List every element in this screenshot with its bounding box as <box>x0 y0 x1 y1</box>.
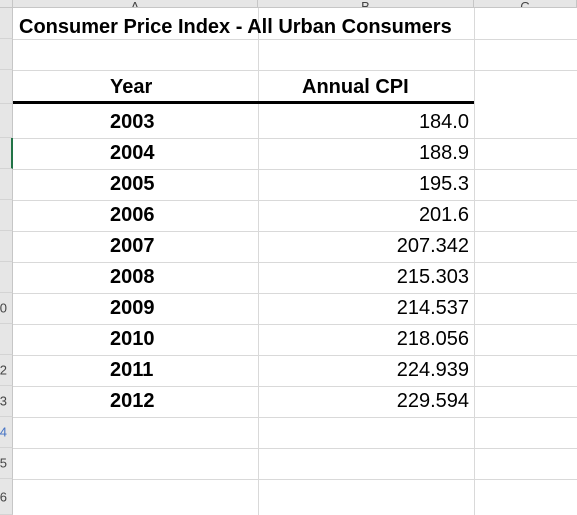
header-annual-cpi[interactable]: Annual CPI <box>302 76 409 98</box>
cell-cpi[interactable]: 218.056 <box>396 328 469 350</box>
column-label: C <box>520 0 530 8</box>
row-header[interactable]: 0 <box>0 293 13 324</box>
gridline <box>13 479 577 480</box>
row-label: 3 <box>0 393 7 409</box>
cell-cpi[interactable]: 214.537 <box>396 297 469 319</box>
row-header[interactable]: 4 <box>0 417 13 448</box>
cell-cpi[interactable]: 215.303 <box>396 266 469 288</box>
row-header[interactable]: 6 <box>0 479 13 515</box>
row-header[interactable] <box>0 39 13 70</box>
row-label: 4 <box>0 424 7 440</box>
gridline <box>13 355 577 356</box>
cell-year[interactable]: 2010 <box>110 328 155 350</box>
row-header[interactable]: 5 <box>0 448 13 479</box>
cell-cpi[interactable]: 207.342 <box>396 235 469 257</box>
gridline <box>13 324 577 325</box>
cell-cpi[interactable]: 229.594 <box>396 390 469 412</box>
row-header[interactable] <box>0 200 13 231</box>
gridline <box>13 231 577 232</box>
header-bottom-border <box>13 101 474 104</box>
gridline <box>13 39 577 40</box>
row-label: 2 <box>0 362 7 378</box>
gridline <box>13 293 577 294</box>
cell-cpi[interactable]: 184.0 <box>418 111 469 133</box>
row-header[interactable] <box>0 104 13 138</box>
row-header[interactable] <box>0 70 13 104</box>
row-label: 0 <box>0 300 7 316</box>
cell-cpi[interactable]: 195.3 <box>418 173 469 195</box>
gridline <box>13 169 577 170</box>
cell-cpi[interactable]: 224.939 <box>396 359 469 381</box>
row-header-selected[interactable] <box>0 138 13 169</box>
row-header[interactable]: 2 <box>0 355 13 386</box>
row-header[interactable] <box>0 8 13 39</box>
gridline <box>13 70 577 71</box>
column-header-a[interactable]: A <box>13 0 258 8</box>
column-label: A <box>130 0 140 8</box>
header-year[interactable]: Year <box>110 76 153 98</box>
cell-year[interactable]: 2004 <box>110 142 155 164</box>
gridline <box>13 448 577 449</box>
column-header-b[interactable]: B <box>258 0 474 8</box>
row-header[interactable] <box>0 262 13 293</box>
sheet-title[interactable]: Consumer Price Index - All Urban Consume… <box>19 16 452 38</box>
gridline <box>13 262 577 263</box>
row-header[interactable]: 3 <box>0 386 13 417</box>
row-header[interactable] <box>0 231 13 262</box>
row-label: 5 <box>0 455 7 471</box>
cell-year[interactable]: 2006 <box>110 204 155 226</box>
row-header[interactable] <box>0 169 13 200</box>
cell-year[interactable]: 2009 <box>110 297 155 319</box>
cell-year[interactable]: 2008 <box>110 266 155 288</box>
cell-year[interactable]: 2007 <box>110 235 155 257</box>
cell-year[interactable]: 2003 <box>110 111 155 133</box>
cell-cpi[interactable]: 188.9 <box>418 142 469 164</box>
gridline <box>13 200 577 201</box>
gridline <box>258 8 259 515</box>
cell-year[interactable]: 2011 <box>110 359 154 381</box>
cell-year[interactable]: 2012 <box>110 390 155 412</box>
gridline <box>474 8 475 515</box>
gridline <box>13 417 577 418</box>
gridline <box>13 386 577 387</box>
row-header[interactable] <box>0 324 13 355</box>
cell-year[interactable]: 2005 <box>110 173 155 195</box>
select-all-corner[interactable] <box>0 0 13 8</box>
column-label: B <box>361 0 370 8</box>
cell-cpi[interactable]: 201.6 <box>418 204 469 226</box>
gridline <box>13 138 577 139</box>
column-header-c[interactable]: C <box>474 0 577 8</box>
row-label: 6 <box>0 489 7 504</box>
